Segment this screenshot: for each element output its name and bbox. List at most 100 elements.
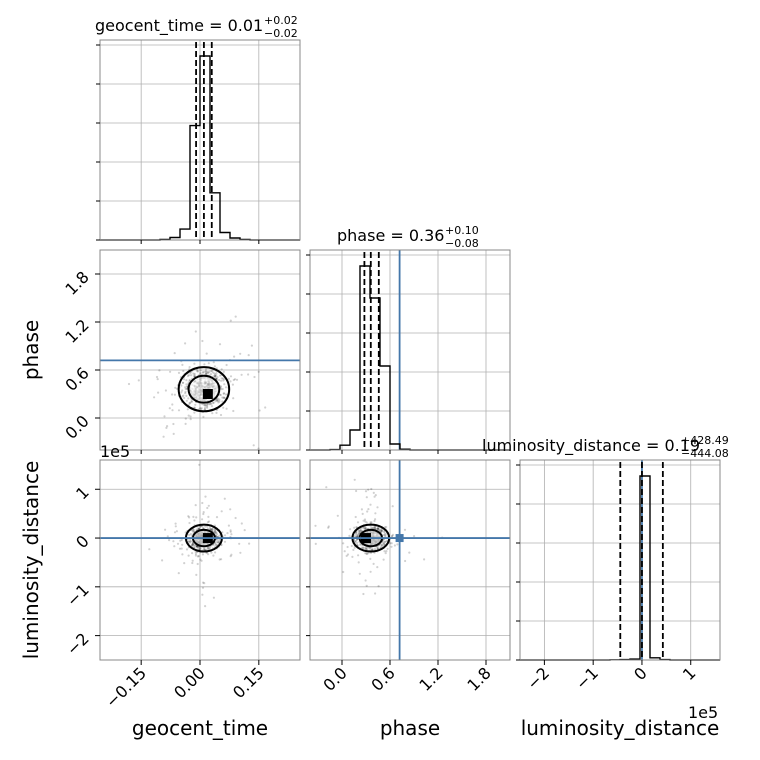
sample-point — [178, 547, 182, 550]
sample-point — [185, 394, 188, 397]
sample-point — [413, 535, 416, 538]
sample-point — [336, 514, 339, 517]
sample-point — [372, 526, 375, 529]
sample-point — [377, 585, 380, 588]
sample-point — [376, 566, 379, 569]
sample-point — [212, 554, 215, 557]
sample-point — [374, 494, 377, 497]
sample-point — [370, 521, 373, 524]
sample-point — [218, 398, 221, 401]
sample-point — [350, 544, 353, 548]
sample-point — [232, 378, 235, 382]
sample-point — [384, 540, 387, 543]
sample-point — [191, 543, 194, 546]
sample-point — [206, 506, 209, 510]
sample-point — [220, 510, 223, 513]
sample-point — [252, 444, 255, 447]
sample-point — [229, 555, 232, 558]
sample-point — [327, 525, 330, 528]
sample-point — [198, 408, 201, 411]
sample-point — [233, 378, 237, 381]
sample-point — [208, 370, 211, 373]
tick-label-x: 1 — [679, 663, 700, 684]
sample-point — [212, 375, 215, 378]
sample-point — [206, 547, 209, 550]
sample-point — [204, 370, 207, 373]
sample-point — [201, 525, 204, 528]
sample-point — [210, 551, 213, 554]
sample-point — [372, 548, 375, 551]
sample-point — [380, 529, 383, 532]
sample-point — [195, 528, 198, 531]
sample-point — [193, 374, 196, 377]
sample-point — [207, 515, 210, 519]
sample-point — [207, 504, 210, 507]
sample-point — [202, 415, 205, 418]
sample-point — [222, 392, 225, 395]
sample-point — [199, 547, 202, 550]
sample-point — [383, 526, 387, 529]
sample-point — [351, 555, 354, 559]
title-luminosity-distance: luminosity_distance = 0.19 — [482, 436, 700, 456]
sample-point — [372, 491, 375, 494]
sample-point — [176, 387, 179, 390]
sample-point — [369, 503, 372, 506]
sample-point — [189, 418, 192, 421]
sample-point — [174, 522, 177, 525]
sample-point — [188, 366, 191, 369]
sample-point — [250, 344, 253, 347]
sample-point — [359, 530, 362, 533]
sample-point — [216, 538, 219, 542]
sample-point — [194, 554, 197, 557]
sample-point — [348, 534, 351, 538]
sample-point — [364, 579, 367, 582]
sample-point — [373, 495, 376, 498]
sample-point — [203, 408, 206, 411]
tick-label-y: −2 — [63, 629, 93, 659]
sample-point — [183, 562, 186, 565]
sample-point — [164, 389, 167, 392]
sample-point — [214, 375, 217, 378]
sample-point — [222, 377, 225, 380]
sample-point — [368, 546, 371, 550]
sample-point — [216, 399, 219, 402]
contour-outer — [177, 366, 231, 413]
sample-point — [354, 533, 358, 536]
sample-point — [193, 372, 196, 376]
sample-point — [367, 508, 370, 511]
sample-point — [355, 489, 358, 493]
sample-point — [171, 393, 174, 396]
sample-point — [199, 371, 202, 375]
sample-point — [168, 539, 171, 542]
sample-point — [211, 529, 214, 532]
sample-point — [207, 371, 210, 374]
sample-point — [187, 414, 190, 417]
sample-point — [223, 383, 226, 386]
sample-point — [370, 487, 373, 491]
sample-point — [213, 372, 216, 375]
sample-point — [215, 531, 218, 534]
sample-point — [221, 396, 224, 399]
sample-point — [404, 559, 407, 563]
sample-point — [198, 547, 201, 550]
sample-point — [372, 562, 375, 566]
sample-point — [384, 535, 387, 538]
sample-point — [158, 369, 161, 372]
sample-point — [355, 538, 358, 542]
sample-point — [229, 319, 232, 322]
sample-point — [213, 531, 216, 534]
sample-point — [173, 531, 177, 534]
sample-point — [386, 547, 389, 551]
sample-point — [225, 407, 228, 410]
tick-label-y: 0 — [72, 531, 93, 552]
sample-point — [166, 425, 169, 428]
sample-point — [155, 375, 159, 379]
tick-label-x: 1.8 — [463, 663, 494, 694]
sample-point — [380, 530, 383, 533]
sample-point — [380, 530, 383, 533]
sample-point — [223, 497, 226, 500]
sample-point — [385, 525, 388, 529]
sample-point — [220, 388, 223, 391]
sample-point — [219, 374, 222, 377]
